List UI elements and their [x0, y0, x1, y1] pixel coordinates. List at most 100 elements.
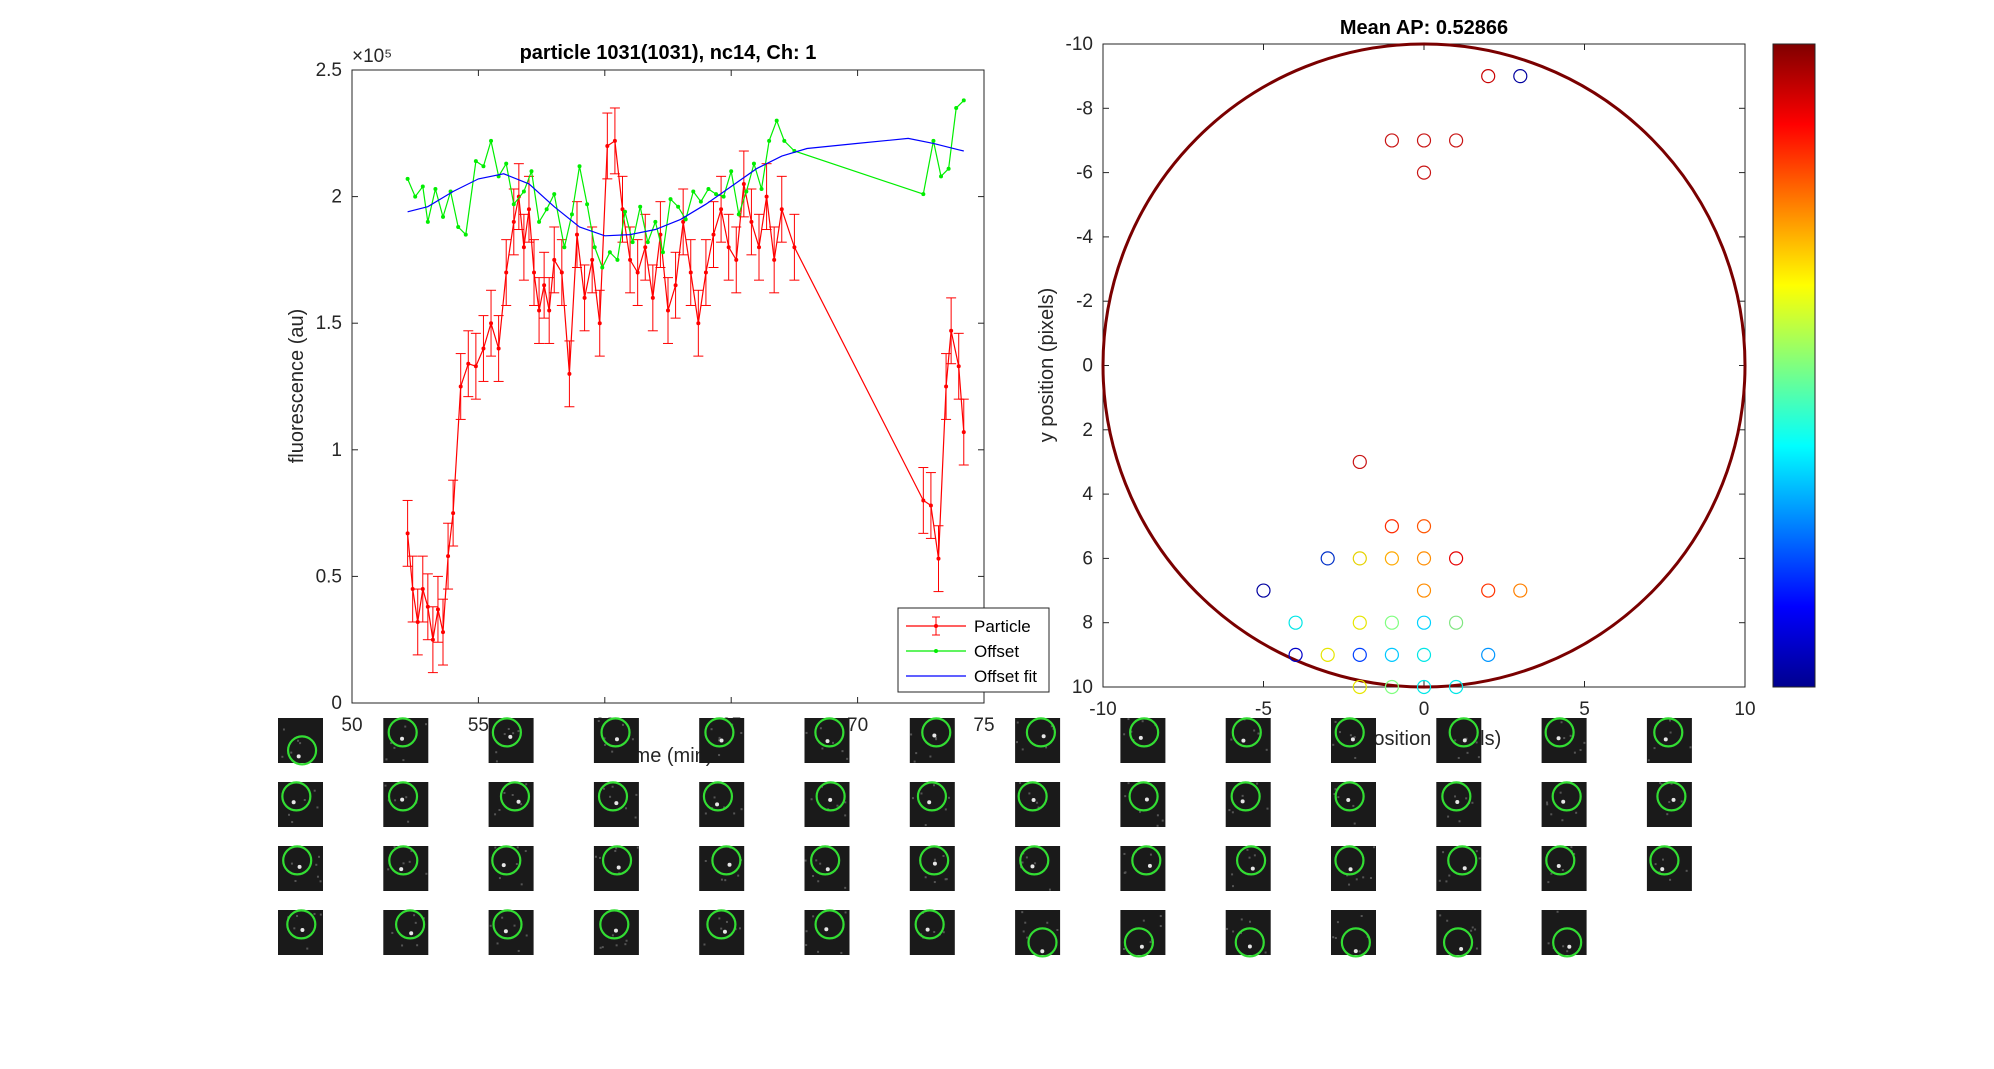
- scatter-point: [1384, 133, 1400, 148]
- tracking-circle: [1649, 845, 1680, 876]
- thumbnail-image: [699, 910, 745, 955]
- data-point: [681, 219, 686, 224]
- noise-speck: [1647, 759, 1650, 762]
- noise-speck: [1241, 794, 1244, 797]
- noise-speck: [815, 859, 818, 862]
- legend-entry: Offset fit: [974, 667, 1037, 686]
- thumbnail-image: [278, 910, 323, 955]
- data-point: [562, 245, 567, 250]
- noise-speck: [1048, 888, 1051, 891]
- particle-spot: [516, 799, 521, 804]
- noise-speck: [1149, 941, 1152, 944]
- noise-speck: [511, 793, 514, 796]
- thumbnail: [1646, 717, 1692, 763]
- data-point: [703, 270, 708, 275]
- particle-spot: [1241, 738, 1246, 743]
- particle-spot: [1556, 863, 1561, 868]
- fluorescence-trace-plot: 50556065707500.511.522.5 particle 1031(1…: [286, 42, 1050, 767]
- noise-speck: [1358, 950, 1361, 953]
- tracking-circle: [1334, 717, 1365, 748]
- boundary-circle: [1101, 42, 1747, 689]
- noise-speck: [1036, 801, 1039, 804]
- scatter-point: [1416, 679, 1432, 695]
- tracking-circle: [1334, 781, 1365, 812]
- tracking-circle: [1131, 845, 1162, 876]
- noise-speck: [1019, 782, 1022, 785]
- data-point: [949, 328, 954, 333]
- noise-speck: [1546, 801, 1549, 804]
- data-point: [946, 166, 951, 171]
- tracking-circle: [1128, 781, 1159, 812]
- noise-speck: [738, 927, 741, 930]
- noise-speck: [733, 812, 736, 815]
- noise-speck: [924, 876, 927, 879]
- noise-speck: [290, 862, 293, 865]
- data-point: [547, 308, 552, 313]
- tracking-circle: [286, 909, 317, 940]
- data-point: [706, 187, 711, 192]
- noise-speck: [316, 875, 319, 878]
- thumbnail: [1541, 781, 1587, 827]
- particle-spot: [300, 927, 305, 932]
- tracking-circle: [491, 845, 522, 876]
- particle-spot: [1660, 867, 1665, 872]
- data-point: [592, 245, 597, 250]
- thumbnail-image: [1436, 910, 1482, 955]
- noise-speck: [1445, 880, 1448, 883]
- noise-speck: [513, 924, 516, 927]
- noise-speck: [615, 944, 618, 947]
- noise-speck: [615, 847, 618, 850]
- data-point: [653, 219, 658, 224]
- noise-speck: [1470, 929, 1473, 932]
- noise-speck: [1333, 793, 1336, 796]
- data-point: [582, 295, 587, 300]
- noise-speck: [942, 854, 945, 857]
- noise-speck: [740, 808, 743, 811]
- noise-speck: [1475, 850, 1478, 853]
- noise-speck: [1465, 797, 1468, 800]
- noise-speck: [1021, 911, 1024, 914]
- noise-speck: [1332, 743, 1335, 746]
- data-point: [782, 138, 787, 143]
- data-point: [521, 189, 526, 194]
- tracking-circle: [1234, 927, 1265, 958]
- noise-speck: [1566, 950, 1569, 953]
- thumbnail: [1120, 910, 1166, 958]
- particle-spot: [927, 800, 932, 805]
- thumbnail: [909, 717, 955, 763]
- tracking-circle: [919, 845, 950, 876]
- data-point: [597, 321, 602, 326]
- right-x-tick-label: 0: [1419, 699, 1430, 720]
- noise-speck: [319, 880, 322, 883]
- noise-speck: [634, 816, 637, 819]
- noise-speck: [1034, 862, 1037, 865]
- noise-speck: [718, 739, 721, 742]
- tracking-circle: [1025, 717, 1057, 748]
- noise-speck: [1666, 813, 1669, 816]
- noise-speck: [812, 915, 815, 918]
- noise-speck: [1446, 919, 1449, 922]
- noise-speck: [1561, 869, 1564, 872]
- noise-speck: [1046, 921, 1049, 924]
- noise-speck: [1556, 910, 1559, 913]
- data-point: [420, 587, 425, 592]
- tracking-circle: [1552, 927, 1583, 958]
- noise-speck: [1231, 811, 1234, 814]
- data-point: [569, 212, 574, 217]
- noise-speck: [516, 846, 519, 849]
- noise-speck: [718, 736, 721, 739]
- data-point: [711, 232, 716, 237]
- data-point: [473, 364, 478, 369]
- particle-spot: [613, 928, 618, 933]
- data-point: [779, 207, 784, 212]
- particle-spot: [400, 797, 405, 802]
- noise-speck: [611, 934, 614, 937]
- thumbnail: [278, 718, 323, 766]
- data-point: [658, 232, 663, 237]
- noise-speck: [1339, 731, 1342, 734]
- thumbnail: [383, 845, 429, 891]
- left-x-tick-label: 55: [468, 715, 489, 736]
- noise-speck: [934, 736, 937, 739]
- noise-speck: [1016, 741, 1019, 744]
- noise-speck: [1475, 947, 1478, 950]
